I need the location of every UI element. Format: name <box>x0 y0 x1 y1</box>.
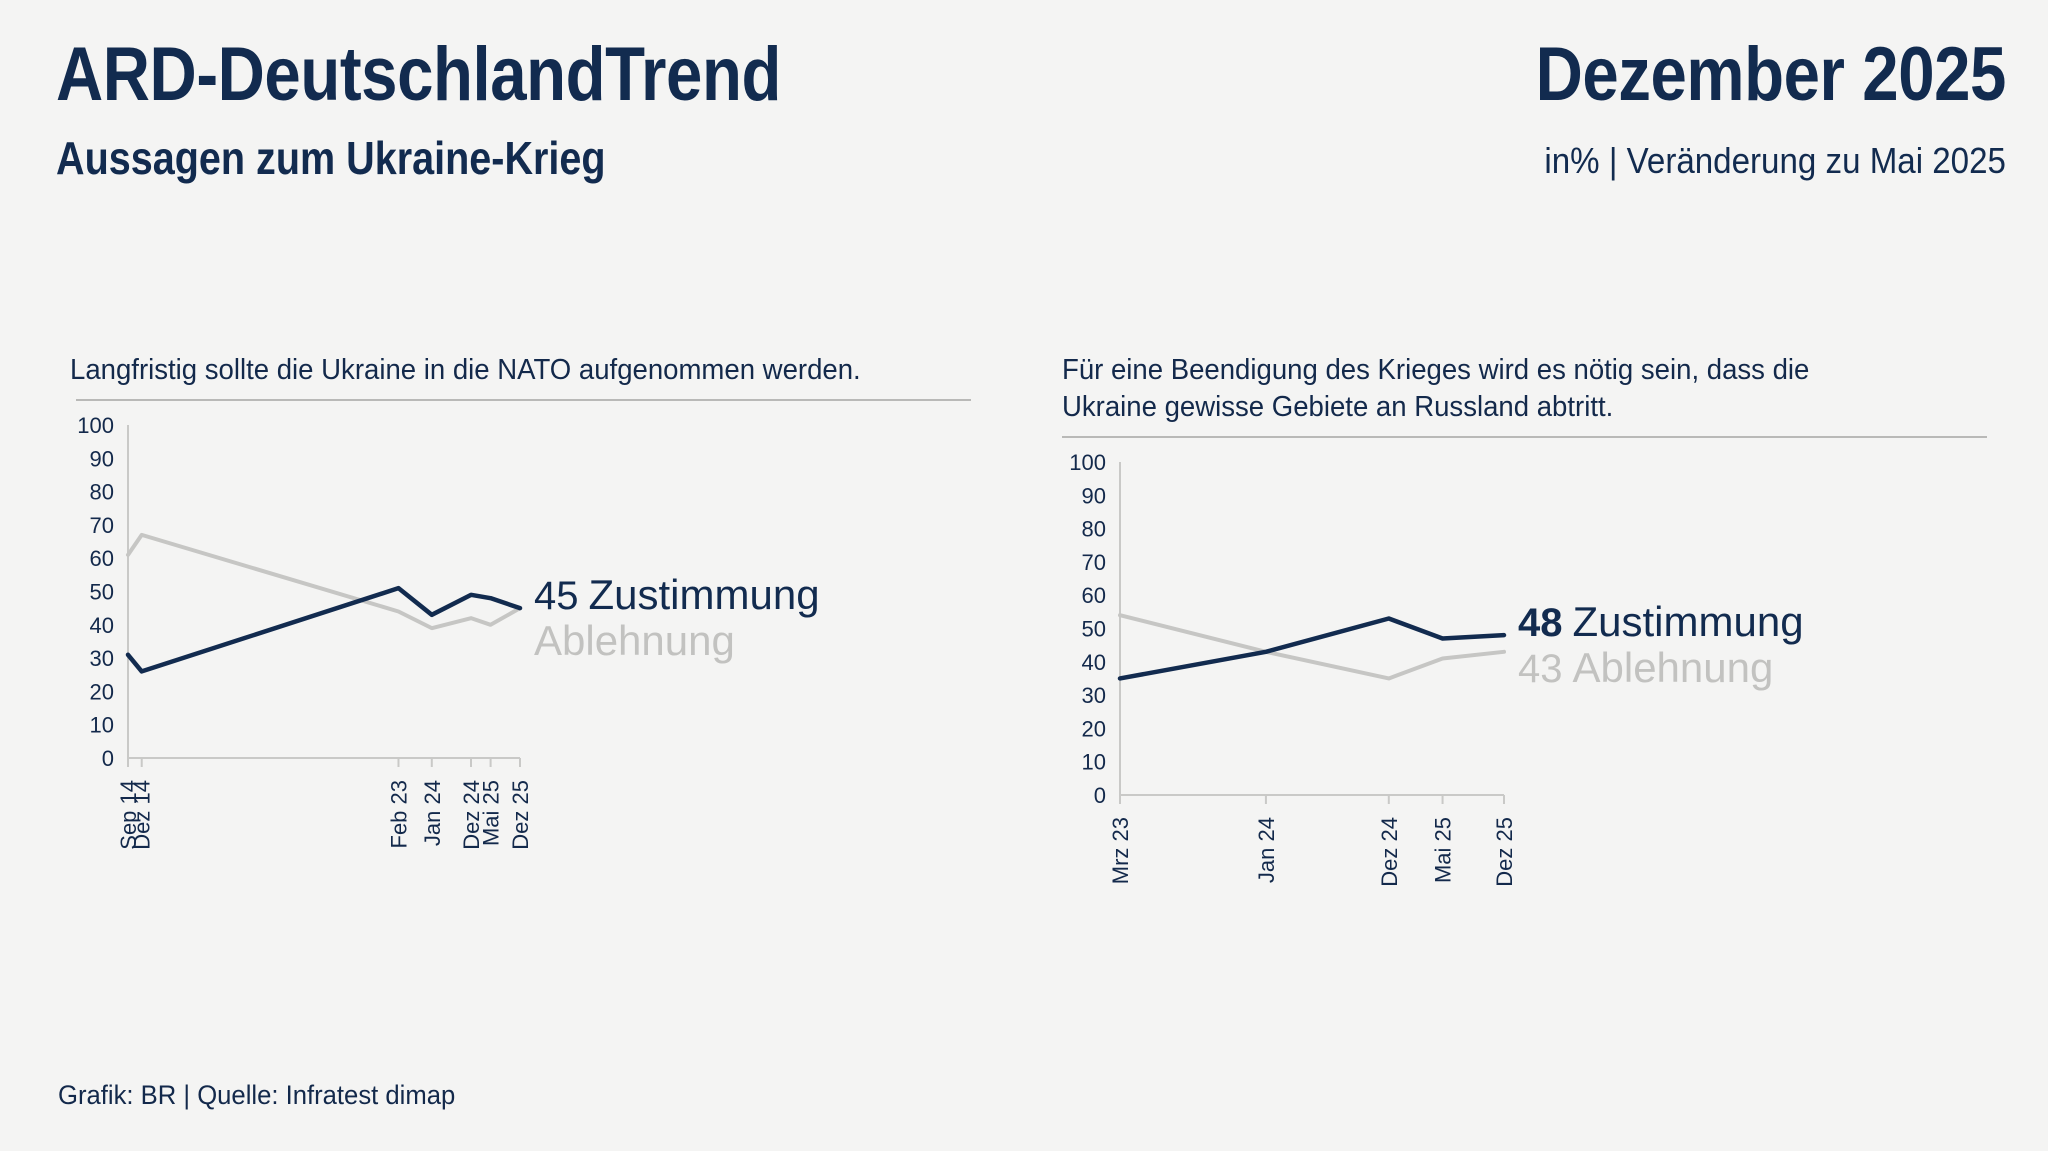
x-tick-label: Jan 24 <box>1254 817 1279 883</box>
y-tick-label: 90 <box>1082 483 1106 508</box>
edition-date: Dezember 2025 <box>1535 32 2007 117</box>
end-labels-gebiete: 48 Zustimmung 43 Ablehnung <box>1518 598 1804 692</box>
x-tick-label: Mai 25 <box>479 780 504 846</box>
x-tick-label: Mrz 23 <box>1108 817 1133 884</box>
x-tick-label: Dez 25 <box>508 780 533 850</box>
end-labels-nato: 45 Zustimmung Ablehnung <box>534 572 820 664</box>
chart-panel-gebiete: Für eine Beendigung des Krieges wird es … <box>1062 352 2022 887</box>
end-label-name-zustimmung: Zustimmung <box>1572 598 1804 646</box>
x-tick-label: Mai 25 <box>1431 817 1456 883</box>
y-tick-label: 40 <box>90 613 114 638</box>
x-tick-label: Feb 23 <box>386 780 411 849</box>
y-tick-label: 70 <box>1082 550 1106 575</box>
y-tick-label: 30 <box>90 646 114 671</box>
y-tick-label: 10 <box>90 713 114 738</box>
y-tick-label: 20 <box>90 679 114 704</box>
x-tick-label: Sep 14 <box>116 780 141 850</box>
y-tick-label: 10 <box>1082 750 1106 775</box>
x-tick-label: Dez 14 <box>130 780 155 850</box>
line-chart-gebiete: 0 10 20 30 40 50 60 70 80 90 100 Mrz 23 Jan 24 Dez 24… <box>1069 450 1517 887</box>
y-tick-label: 0 <box>1094 783 1106 808</box>
end-label-name-ablehnung: Ablehnung <box>1572 644 1774 692</box>
page-title: ARD-DeutschlandTrend <box>56 32 781 117</box>
series-line-ablehnung <box>1118 613 1506 681</box>
x-tick-label: Dez 24 <box>1377 817 1402 887</box>
date-block: Dezember 2025 in% | Veränderung zu Mai 2… <box>1459 32 2007 184</box>
title-divider-left <box>76 399 971 401</box>
x-tick-label: Dez 24 <box>459 780 484 850</box>
series-line-zustimmung <box>1117 616 1507 681</box>
y-tick-label: 30 <box>1082 683 1106 708</box>
end-label-name-ablehnung: Ablehnung <box>534 617 735 665</box>
y-tick-label: 50 <box>1082 617 1106 642</box>
series-line-zustimmung <box>125 585 523 674</box>
y-tick-label: 100 <box>77 413 114 438</box>
title-divider-right <box>1062 436 1987 438</box>
source-credit: Grafik: BR | Quelle: Infratest dimap <box>58 1080 456 1110</box>
y-tick-label: 60 <box>1082 583 1106 608</box>
chart-title-gebiete: Für eine Beendigung des Krieges wird es … <box>1062 354 1810 423</box>
chart-panel-nato: Langfristig sollte die Ukraine in die NA… <box>70 352 1010 850</box>
y-tick-label: 70 <box>90 513 114 538</box>
y-tick-label: 80 <box>90 480 114 505</box>
end-label-ablehnung: 43 Ablehnung <box>1518 644 1804 692</box>
y-tick-label: 80 <box>1082 517 1106 542</box>
y-tick-label: 50 <box>90 580 114 605</box>
y-tick-label: 60 <box>90 546 114 571</box>
end-label-name-zustimmung: Zustimmung <box>588 571 820 619</box>
end-label-value-ablehnung: 43 <box>1518 647 1563 692</box>
y-tick-label: 20 <box>1082 716 1106 741</box>
y-tick-label: 0 <box>102 746 114 771</box>
end-label-zustimmung: 48 Zustimmung <box>1518 598 1804 646</box>
unit-note: in% | Veränderung zu Mai 2025 <box>1544 140 2006 181</box>
chart-area-nato: 0 10 20 30 40 50 60 70 80 90 100 Sep 14 Dez 14 Feb 23… <box>70 413 1010 850</box>
end-label-value-zustimmung: 45 <box>534 574 579 619</box>
y-tick-label: 40 <box>1082 650 1106 675</box>
series-line-ablehnung <box>126 532 522 631</box>
title-block: ARD-DeutschlandTrend Aussagen zum Ukrain… <box>56 34 899 186</box>
page-subtitle: Aussagen zum Ukraine-Krieg <box>56 132 606 184</box>
header: ARD-DeutschlandTrend Aussagen zum Ukrain… <box>0 0 2048 230</box>
end-label-zustimmung: 45 Zustimmung <box>534 571 820 619</box>
chart-area-gebiete: 0 10 20 30 40 50 60 70 80 90 100 Mrz 23 Jan 24 Dez 24… <box>1062 450 2022 887</box>
y-tick-label: 100 <box>1069 450 1106 475</box>
y-tick-label: 90 <box>90 446 114 471</box>
x-tick-label: Dez 25 <box>1492 817 1517 887</box>
end-label-ablehnung: Ablehnung <box>534 618 820 664</box>
end-label-value-zustimmung: 48 <box>1518 601 1563 646</box>
x-tick-label: Jan 24 <box>420 780 445 846</box>
chart-title-nato: Langfristig sollte die Ukraine in die NA… <box>70 354 861 386</box>
